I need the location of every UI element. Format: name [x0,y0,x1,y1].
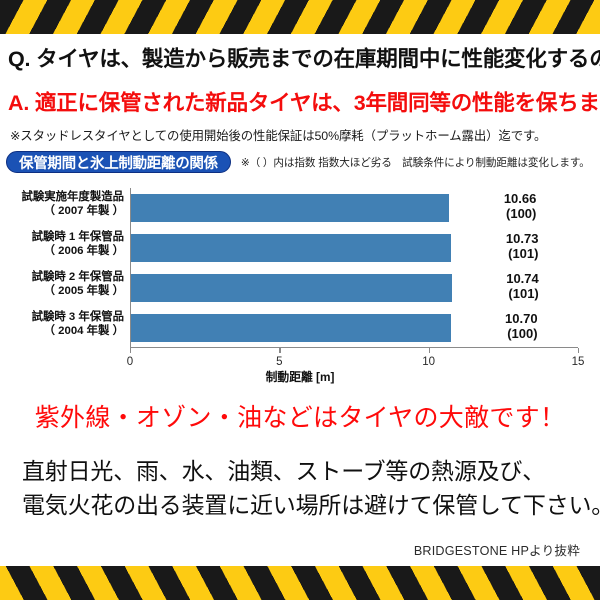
value-number: 10.73 [505,231,539,246]
warning-message: 紫外線・オゾン・油などはタイヤの大敵です！ [34,404,566,432]
category-label-line: （ 2004 年製 ） [43,324,124,337]
headline-footnote: ※スタッドレスタイヤとしての使用開始後の性能保証は50%摩耗（プラットホーム露出… [10,129,547,143]
category-label-3: 試験時 2 年保管品（ 2005 年製 ） [4,271,124,298]
value-number: 10.66 [503,191,537,206]
advice-line-1: 直射日光、雨、水、油類、ストーブ等の熱源及び、 [22,458,546,484]
value-index: (100) [506,205,537,221]
hazard-stripe-bottom [0,566,600,600]
value-number: 10.70 [505,311,538,326]
value-index: (100) [507,325,538,341]
bar-4 [131,314,451,342]
category-label-line: （ 2006 年製 ） [43,244,124,257]
bar-3 [131,274,452,302]
category-label-line: 試験時 2 年保管品 [31,271,124,283]
category-label-1: 試験実施年度製造品（ 2007 年製 ） [4,191,124,218]
x-axis-title: 制動距離 [m] [265,370,335,384]
value-label-2: 10.73 (101) [458,231,539,262]
value-label-3: 10.74 (101) [459,271,539,302]
hazard-stripe-top [0,0,600,34]
x-tick-label: 10 [422,356,436,368]
category-label-line: 試験時 1 年保管品 [31,231,124,243]
x-tick-label: 5 [276,356,283,368]
category-label-2: 試験時 1 年保管品（ 2006 年製 ） [4,231,124,258]
value-index: (101) [508,245,539,261]
x-tick-label: 15 [571,356,585,368]
answer-text: A. 適正に保管された新品タイヤは、3年間同等の性能を保ちます。 [8,91,600,115]
category-label-line: 試験実施年度製造品 [21,191,124,203]
value-label-4: 10.70 (100) [458,311,538,342]
section-header: 保管期間と氷上制動距離の関係 ※（ ）内は指数 指数大ほど劣る 試験条件により制… [6,150,596,174]
category-label-line: （ 2005 年製 ） [43,284,124,297]
value-index: (101) [508,285,539,301]
value-label-1: 10.66 (100) [456,191,537,222]
bar-1 [131,194,450,222]
section-badge: 保管期間と氷上制動距離の関係 [6,151,231,173]
chart-plot-area [130,188,578,348]
value-number: 10.74 [506,271,539,286]
section-badge-note: ※（ ）内は指数 指数大ほど劣る 試験条件により制動距離は変化します。 [240,156,590,169]
category-label-line: （ 2007 年製 ） [43,204,124,217]
x-tick-mark [130,348,132,353]
x-tick-mark [428,348,430,353]
advice-line-2: 電気火花の出る装置に近い場所は避けて保管して下さい。 [22,492,600,518]
question-text: Q. タイヤは、製造から販売までの在庫期間中に性能変化するの？ [8,47,600,71]
braking-distance-bar-chart: 試験実施年度製造品（ 2007 年製 ） 10.66 (100) 試験時 1 年保管品… [0,182,600,390]
category-label-4: 試験時 3 年保管品（ 2004 年製 ） [4,311,124,338]
source-attribution: BRIDGESTONE HPより抜粋 [413,544,580,558]
category-label-line: 試験時 3 年保管品 [31,311,124,323]
x-tick-mark [578,348,580,353]
bar-2 [131,234,452,262]
x-tick-label: 0 [126,356,134,368]
x-tick-mark [279,348,281,353]
